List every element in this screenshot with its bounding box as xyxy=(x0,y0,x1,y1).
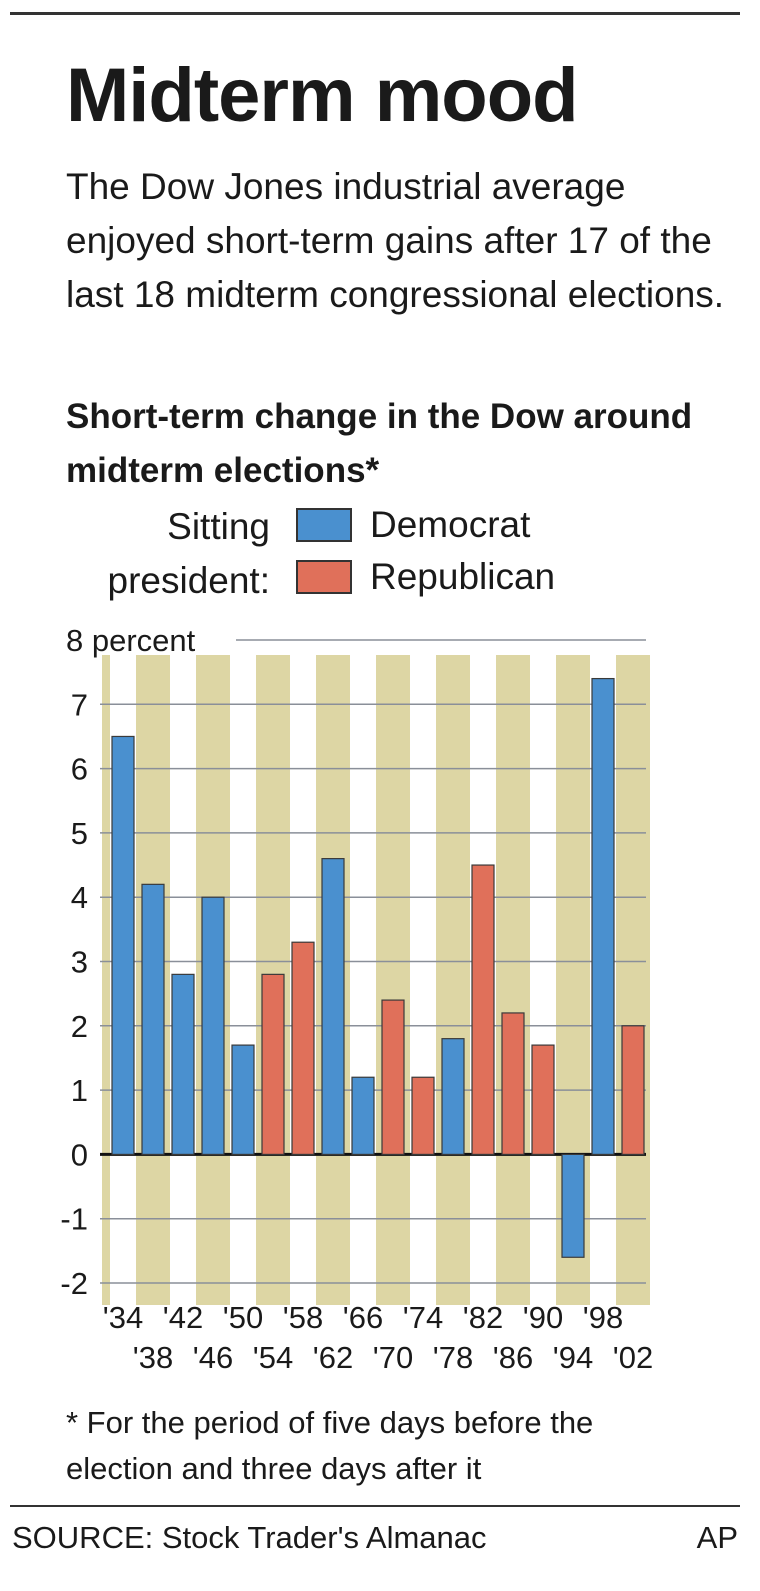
bottom-rule xyxy=(10,1505,740,1507)
x-tick-label: '54 xyxy=(253,1340,293,1375)
x-tick-label: '50 xyxy=(223,1300,263,1335)
x-tick-label: '38 xyxy=(133,1340,173,1375)
x-tick-label: '86 xyxy=(493,1340,533,1375)
bar-50-democrat xyxy=(231,1044,255,1155)
legend-swatch-republican xyxy=(296,560,352,594)
headline: Midterm mood xyxy=(66,53,579,138)
bar-02-republican xyxy=(621,1025,645,1155)
background-stripe xyxy=(436,655,470,1305)
y-tick-label: 3 xyxy=(71,945,88,980)
background-stripe xyxy=(376,655,410,1305)
y-tick-label: 4 xyxy=(71,880,88,915)
source-line: SOURCE: Stock Trader's Almanac xyxy=(12,1520,487,1555)
bar-46-democrat xyxy=(201,896,225,1156)
y-tick-label: 1 xyxy=(71,1073,88,1108)
legend-label-democrat: Democrat xyxy=(370,504,531,545)
legend-item-democrat: Democrat xyxy=(296,503,530,547)
legend-title-line-1: Sitting xyxy=(167,506,270,547)
y-tick-label: 8 percent xyxy=(66,623,196,658)
x-tick-label: '82 xyxy=(463,1300,503,1335)
bar-70-republican xyxy=(381,999,405,1155)
x-tick-label: '02 xyxy=(613,1340,653,1375)
legend-swatch-democrat xyxy=(296,508,352,542)
bar-98-democrat xyxy=(591,677,615,1156)
background-stripe xyxy=(102,655,110,1305)
bar-86-republican xyxy=(501,1012,525,1156)
y-tick-label: 0 xyxy=(71,1137,88,1172)
x-tick-label: '78 xyxy=(433,1340,473,1375)
x-tick-label: '66 xyxy=(343,1300,383,1335)
bar-90-republican xyxy=(531,1044,555,1155)
chart-title: Short-term change in the Dow around midt… xyxy=(66,397,693,490)
credit-line: AP xyxy=(696,1520,738,1555)
background-stripe xyxy=(616,655,650,1305)
y-tick-label: 5 xyxy=(71,816,88,851)
background-stripe xyxy=(496,655,530,1305)
bar-62-democrat xyxy=(321,858,345,1155)
x-tick-label: '70 xyxy=(373,1340,413,1375)
bar-38-democrat xyxy=(141,883,165,1155)
x-tick-label: '74 xyxy=(403,1300,443,1335)
bar-chart: 8 percent 7 6 5 4 3 2 1 0 -1 -2 '34 '38 '42 '46 '50 '54 '… xyxy=(60,623,653,1375)
bar-66-democrat xyxy=(351,1076,375,1155)
y-tick-label: 2 xyxy=(71,1009,88,1044)
legend-title: Sitting president: xyxy=(60,500,271,608)
y-tick-label: -1 xyxy=(60,1202,88,1237)
x-tick-label: '94 xyxy=(553,1340,593,1375)
x-tick-label: '46 xyxy=(193,1340,233,1375)
bar-58-republican xyxy=(291,941,315,1155)
bar-78-democrat xyxy=(441,1038,465,1156)
bar-34-democrat xyxy=(111,735,135,1156)
legend-title-line-2: president: xyxy=(107,560,271,601)
x-tick-label: '90 xyxy=(523,1300,563,1335)
x-tick-label: '62 xyxy=(313,1340,353,1375)
bar-82-republican xyxy=(471,864,495,1156)
legend-item-republican: Republican xyxy=(296,555,555,599)
top-rule xyxy=(10,12,740,15)
x-tick-label: '98 xyxy=(583,1300,623,1335)
y-tick-label: -2 xyxy=(60,1266,88,1301)
bar-54-republican xyxy=(261,973,285,1155)
x-tick-label: '34 xyxy=(103,1300,143,1335)
bar-94-democrat xyxy=(561,1153,585,1258)
y-tick-label: 6 xyxy=(71,752,88,787)
x-tick-label: '42 xyxy=(163,1300,203,1335)
bar-74-republican xyxy=(411,1076,435,1155)
legend-label-republican: Republican xyxy=(370,556,556,597)
bar-42-democrat xyxy=(171,973,195,1155)
x-tick-label: '58 xyxy=(283,1300,323,1335)
footnote: * For the period of five days before the… xyxy=(66,1405,594,1486)
y-tick-label: 7 xyxy=(71,687,88,722)
dek-text: The Dow Jones industrial average enjoyed… xyxy=(66,166,725,315)
